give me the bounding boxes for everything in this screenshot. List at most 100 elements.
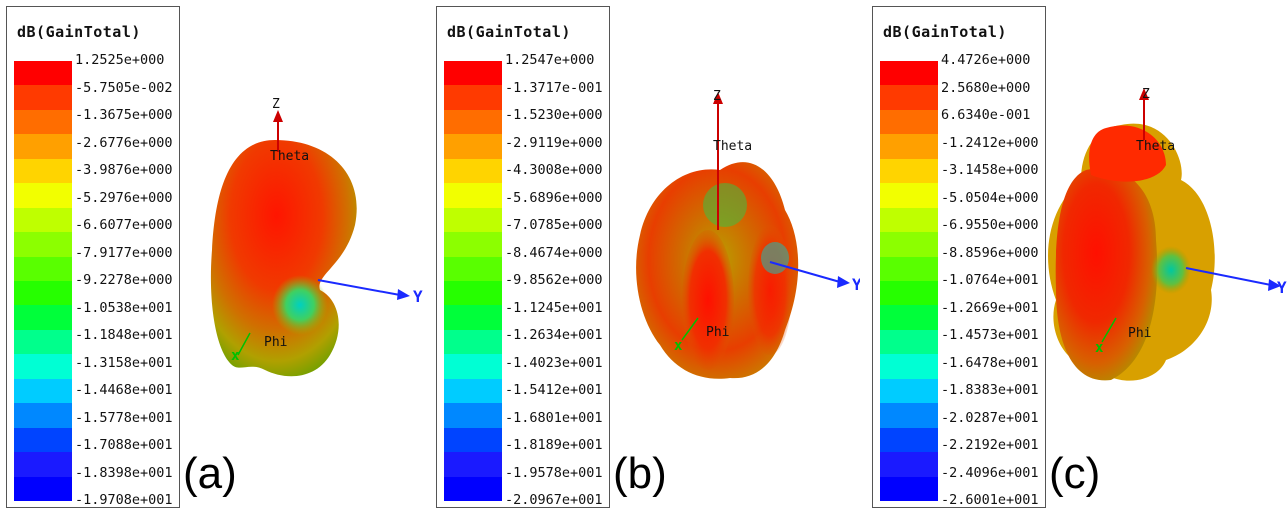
- z-label-a: Z: [272, 97, 280, 112]
- phi-marker-c: x: [1095, 340, 1104, 356]
- panel-a: dB(GainTotal) 1.2525e+000 -5.7505e-002 -1.…: [0, 0, 430, 513]
- panel-label-a: (a): [183, 449, 237, 498]
- legend-value: -1.2634e+001: [505, 327, 603, 343]
- legend-value: -2.9119e+000: [505, 134, 603, 151]
- legend-value: -1.1245e+001: [505, 299, 603, 316]
- legend-value: -1.4573e+001: [941, 327, 1039, 343]
- legend-value: -1.1848e+001: [75, 327, 173, 343]
- legend-value: -2.0967e+001: [505, 492, 603, 508]
- legend-value: 4.4726e+000: [941, 52, 1031, 68]
- phi-label-c: Phi: [1128, 326, 1151, 341]
- legend-swatch: [444, 281, 502, 306]
- color-bar-c: [880, 61, 938, 502]
- legend-value: -3.9876e+000: [75, 162, 173, 178]
- panel-c: dB(GainTotal) 4.4726e+000 2.5680e+000 6.63…: [866, 0, 1287, 513]
- legend-value: -1.2669e+001: [941, 299, 1039, 316]
- legend-swatch: [880, 378, 938, 404]
- legend-value: -1.6801e+001: [505, 409, 603, 426]
- legend-value: -6.9550e+000: [941, 217, 1039, 233]
- theta-label-a: Theta: [270, 149, 309, 164]
- z-label-c: Z: [1142, 87, 1150, 102]
- legend-swatch: [14, 281, 72, 306]
- legend-value: -1.4468e+001: [75, 382, 173, 398]
- legend-swatch: [444, 329, 502, 355]
- legend-swatch: [14, 134, 72, 160]
- legend-value: -1.5412e+001: [505, 382, 603, 398]
- legend-swatch: [14, 61, 72, 86]
- y-arrow-a: [397, 289, 410, 300]
- legend-value: -1.9708e+001: [75, 492, 173, 508]
- legend-value: -5.7505e-002: [75, 79, 173, 96]
- phi-marker-b: x: [674, 338, 683, 354]
- z-arrow-b: [713, 92, 723, 104]
- legend-swatch: [444, 476, 502, 502]
- legend-box-c: dB(GainTotal) 4.4726e+000 2.5680e+000 6.63…: [872, 6, 1046, 508]
- z-label-b: Z: [713, 89, 721, 104]
- legend-swatch: [880, 207, 938, 233]
- legend-value: 6.6340e-001: [941, 107, 1031, 123]
- legend-value: -1.5230e+000: [505, 107, 603, 123]
- z-arrow-c: [1139, 88, 1149, 100]
- legend-swatch: [880, 476, 938, 502]
- legend-swatch: [444, 207, 502, 233]
- legend-value: -1.5778e+001: [75, 409, 173, 426]
- legend-swatch: [444, 158, 502, 184]
- legend-swatch: [880, 403, 938, 429]
- y-axis-a: [317, 279, 401, 296]
- legend-value: 2.5680e+000: [941, 79, 1031, 96]
- legend-swatch: [444, 183, 502, 209]
- legend-swatch: [444, 452, 502, 478]
- radiation-pattern-a: Z Theta Y x Phi: [210, 97, 423, 377]
- null-side-b: [761, 242, 789, 274]
- legend-swatch: [14, 232, 72, 258]
- legend-value: -1.7088e+001: [75, 437, 173, 453]
- lobe-top-c: [1089, 125, 1166, 182]
- legend-value: -2.2192e+001: [941, 437, 1039, 453]
- legend-value: -8.4674e+000: [505, 244, 603, 261]
- legend-swatch: [880, 85, 938, 111]
- legend-swatch: [14, 305, 72, 331]
- legend-swatch: [14, 354, 72, 380]
- y-label-c: Y: [1277, 278, 1287, 297]
- legend-swatch: [444, 378, 502, 404]
- legend-box-b: dB(GainTotal) 1.2547e+000 -1.3717e-001 -1.…: [436, 6, 610, 508]
- legend-swatch: [880, 109, 938, 135]
- phi-marker-a: x: [231, 348, 240, 364]
- y-axis-b: [769, 261, 841, 283]
- theta-label-c: Theta: [1136, 139, 1175, 154]
- panel-label-b: (b): [613, 449, 667, 498]
- legend-swatch: [880, 354, 938, 380]
- y-label-b: Y: [852, 275, 860, 294]
- legend-value: -9.8562e+000: [505, 272, 603, 288]
- legend-swatch: [14, 329, 72, 355]
- legend-value: -1.8189e+001: [505, 437, 603, 453]
- legend-swatch: [444, 256, 502, 282]
- legend-swatch: [444, 109, 502, 135]
- theta-label-b: Theta: [713, 139, 752, 154]
- y-axis-c: [1185, 267, 1272, 286]
- lobe-front-c: [1055, 168, 1158, 381]
- legend-swatch: [444, 232, 502, 258]
- legend-value: 1.2525e+000: [75, 52, 165, 68]
- legend-swatch: [444, 305, 502, 331]
- y-label-a: Y: [413, 287, 423, 306]
- legend-swatch: [14, 476, 72, 502]
- legend-value: -1.8383e+001: [941, 382, 1039, 398]
- legend-swatch: [880, 134, 938, 160]
- null-side-c: [1151, 246, 1191, 294]
- legend-swatch: [880, 61, 938, 86]
- legend-value: -1.6478e+001: [941, 354, 1039, 371]
- phi-axis-b: [681, 317, 699, 341]
- y-arrow-c: [1268, 279, 1281, 291]
- legend-swatch: [880, 232, 938, 258]
- legend-swatch: [444, 403, 502, 429]
- legend-swatch: [880, 305, 938, 331]
- legend-value: -8.8596e+000: [941, 244, 1039, 261]
- legend-value: -1.3158e+001: [75, 354, 173, 371]
- null-top-b: [703, 183, 747, 227]
- legend-swatch: [880, 452, 938, 478]
- legend-swatch: [444, 61, 502, 86]
- legend-swatch: [444, 134, 502, 160]
- panel-label-c: (c): [1049, 449, 1101, 498]
- legend-value: -5.2976e+000: [75, 189, 173, 206]
